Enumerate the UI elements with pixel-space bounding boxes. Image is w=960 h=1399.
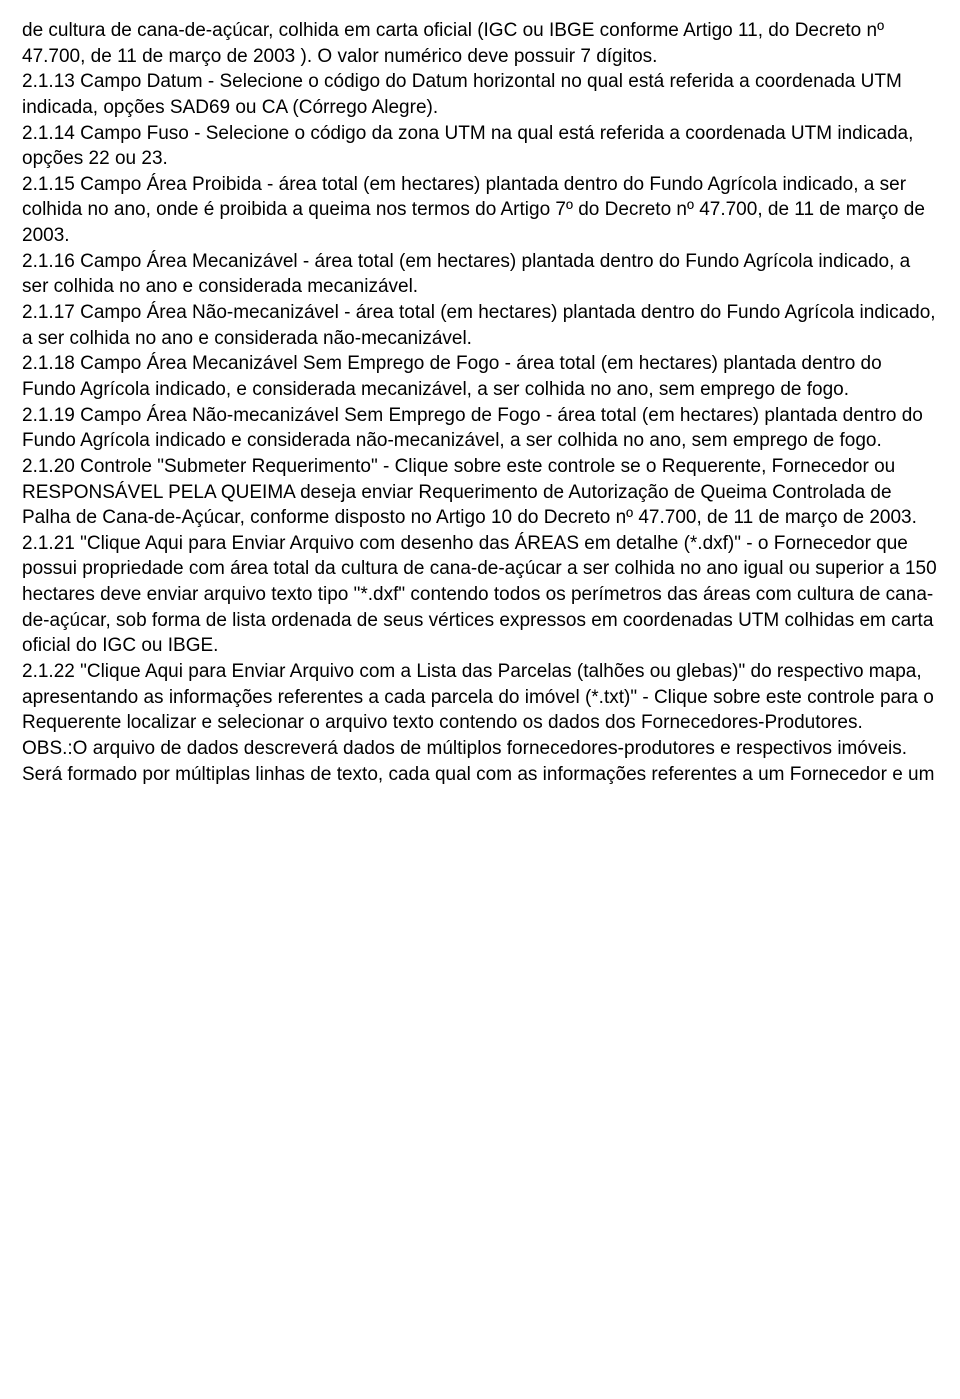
- paragraph: 2.1.19 Campo Área Não-mecanizável Sem Em…: [22, 403, 938, 454]
- paragraph: 2.1.20 Controle "Submeter Requerimento" …: [22, 454, 938, 531]
- paragraph: 2.1.16 Campo Área Mecanizável - área tot…: [22, 249, 938, 300]
- paragraph: 2.1.22 "Clique Aqui para Enviar Arquivo …: [22, 659, 938, 736]
- paragraph: OBS.:O arquivo de dados descreverá dados…: [22, 736, 938, 787]
- paragraph: 2.1.18 Campo Área Mecanizável Sem Empreg…: [22, 351, 938, 402]
- paragraph: 2.1.13 Campo Datum - Selecione o código …: [22, 69, 938, 120]
- paragraph: de cultura de cana-de-açúcar, colhida em…: [22, 18, 938, 69]
- paragraph: 2.1.21 "Clique Aqui para Enviar Arquivo …: [22, 531, 938, 659]
- paragraph: 2.1.14 Campo Fuso - Selecione o código d…: [22, 121, 938, 172]
- paragraph: 2.1.15 Campo Área Proibida - área total …: [22, 172, 938, 249]
- document-body: de cultura de cana-de-açúcar, colhida em…: [22, 18, 938, 787]
- paragraph: 2.1.17 Campo Área Não-mecanizável - área…: [22, 300, 938, 351]
